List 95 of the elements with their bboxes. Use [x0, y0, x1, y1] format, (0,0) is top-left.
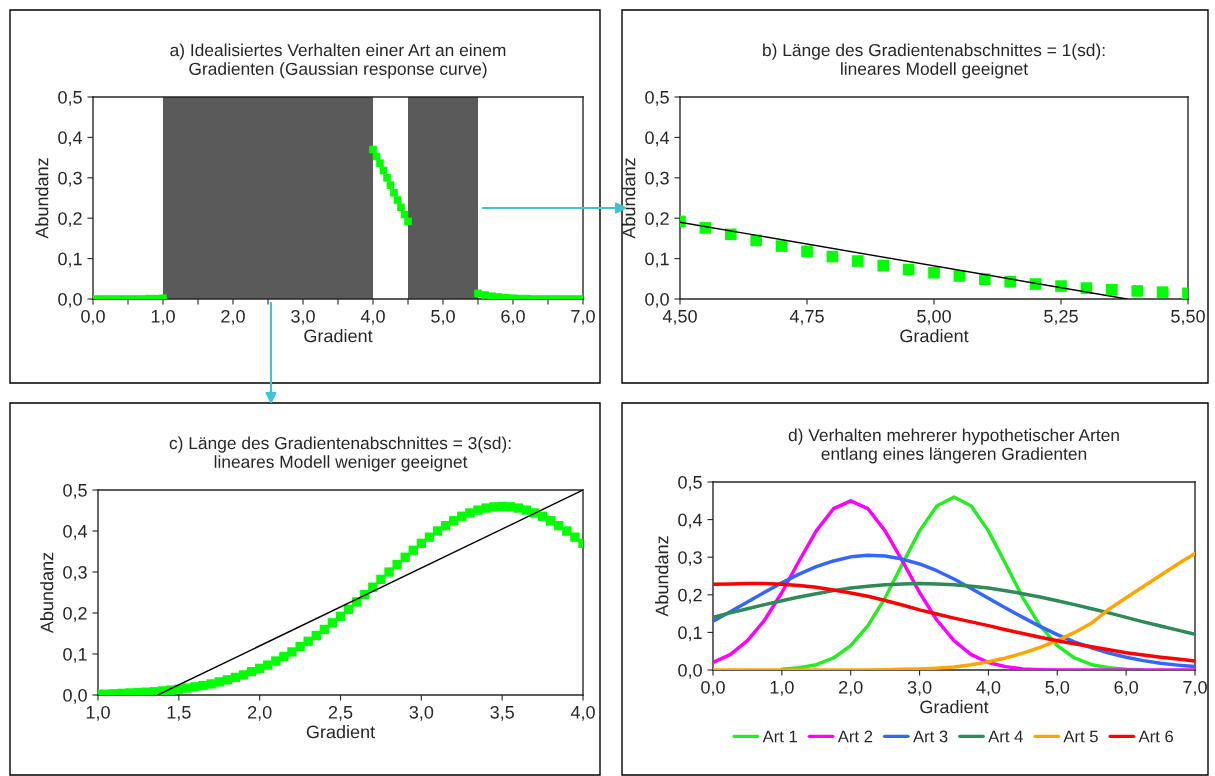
x-tick-label: 2,0: [248, 705, 272, 721]
y-tick-label: 0,5: [678, 475, 702, 491]
y-tick-label: 0,3: [645, 171, 669, 187]
point: [801, 245, 813, 258]
y-tick-label: 0,2: [58, 212, 82, 228]
point: [902, 263, 915, 276]
x-tick-label: 5,0: [1045, 680, 1070, 696]
point: [1105, 283, 1118, 296]
point: [502, 293, 510, 299]
point: [953, 270, 966, 282]
legend-label: Art 1: [762, 730, 797, 743]
x-tick-label: 5,00: [917, 309, 951, 325]
x-tick-label: 4,0: [570, 705, 595, 721]
x-tick-label: 7,0: [571, 309, 595, 325]
point: [750, 234, 763, 247]
point: [369, 145, 377, 154]
x-tick-label: 1,0: [151, 309, 175, 325]
x-tick-label: 4,75: [789, 310, 824, 325]
point: [877, 259, 890, 272]
y-tick-label: 0,4: [678, 513, 703, 529]
x-tick-label: 2,0: [221, 309, 245, 325]
point: [775, 240, 788, 252]
chart-title: b) Länge des Gradientenabschnittes = 1(sd): lineares Modell geeignet: [763, 43, 1105, 79]
x-tick-label: 0,0: [701, 680, 725, 696]
point: [393, 196, 402, 204]
point: [928, 266, 940, 279]
chart-title: d) Verhalten mehrerer hypothetischer Arten entlang eines längeren Gradienten: [788, 428, 1119, 464]
line-series: [713, 581, 1195, 663]
x-tick-label: 4,0: [976, 680, 1001, 696]
x-tick-label: 5,50: [1171, 309, 1205, 325]
x-axis-title: Gradient: [304, 329, 373, 343]
point: [1131, 285, 1144, 297]
y-tick-label: 0,5: [58, 90, 82, 106]
x-axis-title: Gradient: [306, 725, 375, 739]
y-tick-label: 0,3: [58, 171, 82, 187]
y-tick-label: 0,0: [645, 292, 669, 308]
chart-title: c) Länge des Gradientenabschnittes = 3(sd): lineares Modell weniger geeignet: [169, 436, 511, 472]
y-tick-label: 0,0: [58, 292, 82, 308]
point: [1156, 286, 1169, 298]
point: [397, 203, 405, 212]
x-axis-title: Gradient: [920, 700, 989, 714]
point: [481, 291, 489, 299]
y-tick-label: 0,1: [645, 252, 669, 268]
x-axis-title: Gradient: [900, 329, 969, 343]
point: [495, 293, 503, 299]
y-tick-label: 0,2: [645, 212, 669, 228]
legend-label: Art 4: [988, 730, 1023, 743]
chart-title: a) Idealisiertes Verhalten einer Art an einem Gradienten (Gaussian response curve): [170, 43, 506, 79]
point: [851, 255, 864, 267]
x-tick-label: 7,0: [1183, 680, 1207, 696]
legend-label: Art 6: [1138, 730, 1174, 743]
y-tick-label: 0,5: [63, 483, 87, 499]
x-tick-label: 3,0: [291, 309, 315, 325]
legend-label: Art 3: [913, 730, 948, 743]
y-tick-label: 0,4: [58, 131, 83, 147]
x-tick-label: 4,50: [662, 309, 697, 325]
x-tick-label: 1,0: [86, 705, 110, 721]
x-tick-label: 1,0: [770, 680, 794, 696]
x-tick-label: 3,0: [409, 705, 434, 721]
y-axis-title: Abundanz: [40, 552, 54, 634]
y-tick-label: 0,3: [63, 565, 87, 581]
x-tick-label: 0,0: [81, 309, 105, 325]
point: [390, 188, 398, 197]
y-tick-label: 0,1: [63, 647, 87, 663]
point: [376, 159, 384, 168]
x-tick-label: 1,5: [167, 706, 191, 721]
point: [404, 217, 412, 226]
y-tick-label: 0,4: [645, 131, 670, 147]
x-tick-label: 2,0: [839, 680, 863, 696]
line-series: [713, 581, 1195, 637]
x-tick-label: 2,5: [328, 705, 353, 721]
point: [386, 181, 395, 189]
legend-label: Art 5: [1063, 730, 1098, 743]
y-tick-label: 0,2: [678, 588, 702, 604]
y-tick-label: 0,5: [645, 90, 669, 106]
y-axis-title: Abundanz: [622, 158, 636, 239]
y-axis-title: Abundanz: [35, 158, 49, 239]
y-tick-label: 0,4: [63, 524, 88, 540]
x-tick-label: 6,0: [1114, 680, 1138, 696]
y-tick-label: 0,3: [678, 551, 702, 567]
legend-label: Art 2: [837, 730, 873, 743]
point: [383, 174, 391, 182]
point: [488, 292, 496, 299]
x-tick-label: 4,0: [360, 309, 385, 325]
y-tick-label: 0,1: [58, 252, 82, 268]
x-tick-label: 3,0: [907, 680, 932, 696]
y-tick-label: 0,1: [678, 626, 702, 642]
x-tick-label: 3,5: [490, 705, 514, 721]
point: [826, 250, 839, 263]
y-tick-label: 0,2: [63, 606, 87, 622]
y-tick-label: 0,0: [678, 663, 702, 679]
y-axis-title: Abundanz: [655, 536, 669, 617]
x-tick-label: 5,25: [1044, 309, 1078, 325]
x-tick-label: 6,0: [501, 309, 525, 325]
x-tick-label: 5,0: [431, 309, 455, 325]
